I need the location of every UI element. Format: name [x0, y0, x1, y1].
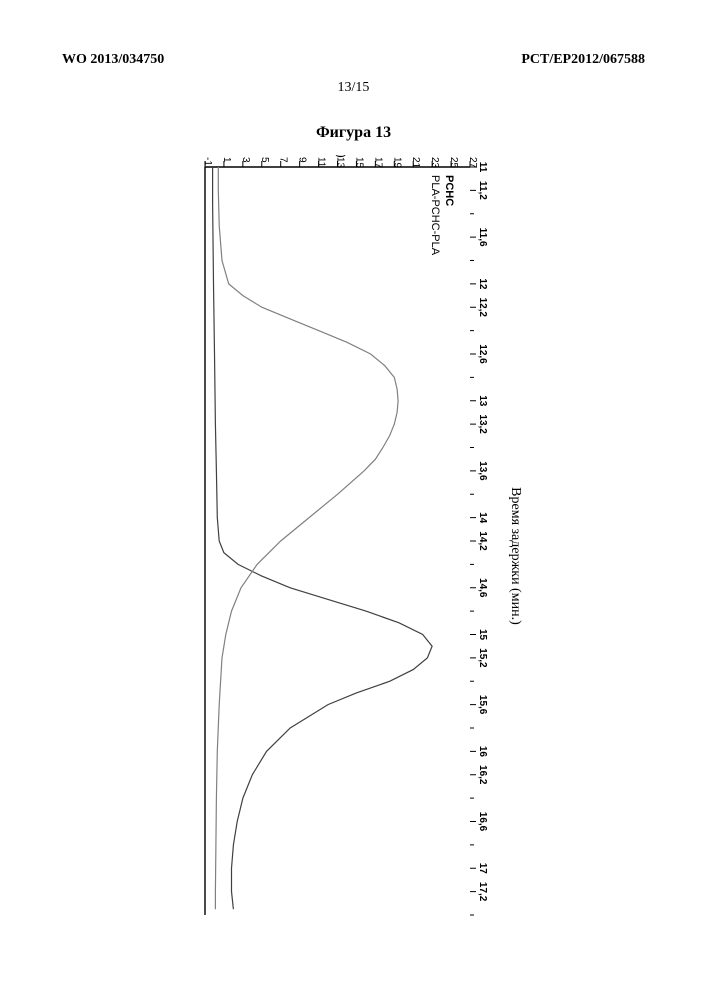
series-pchc: [213, 167, 433, 909]
x-tick-label: 13,2: [477, 414, 488, 434]
y-tick-label: 15: [353, 157, 364, 169]
x-tick-label: 15,6: [477, 695, 488, 715]
x-tick-label: 17: [477, 863, 488, 875]
x-tick-label: 11,6: [477, 228, 488, 247]
x-tick-label: 16,6: [477, 812, 488, 832]
x-tick-label: 11: [477, 162, 488, 173]
gpc-chromatogram-chart: -113579111315171921232527Ответ (мВ)1111,…: [150, 155, 530, 935]
y-tick-label: 23: [429, 157, 440, 169]
x-tick-label: 13: [477, 395, 488, 407]
y-tick-label: 7: [278, 157, 289, 163]
header-right: PCT/EP2012/067588: [521, 52, 645, 68]
y-tick-label: 17: [372, 157, 383, 169]
header-left: WO 2013/034750: [62, 52, 164, 68]
x-tick-label: 16: [477, 746, 488, 758]
x-tick-label: 17,2: [477, 882, 488, 902]
x-tick-label: 15,2: [477, 648, 488, 668]
y-tick-label: -1: [202, 157, 213, 166]
y-tick-label: 13: [335, 157, 346, 169]
y-tick-label: 5: [259, 157, 270, 163]
y-tick-label: 11: [316, 157, 327, 168]
legend-label: PCHC: [443, 175, 455, 206]
y-tick-label: 21: [410, 157, 421, 169]
x-axis-title: Время задержки (мин.): [508, 487, 523, 625]
y-tick-label: 25: [448, 157, 459, 169]
x-tick-label: 11,2: [477, 181, 488, 200]
y-tick-label: 9: [297, 157, 308, 163]
figure-caption: Фигура 13: [0, 124, 707, 142]
x-tick-label: 14,6: [477, 578, 488, 598]
x-tick-label: 16,2: [477, 765, 488, 785]
y-tick-label: 3: [240, 157, 251, 163]
x-tick-label: 14,2: [477, 531, 488, 551]
x-tick-label: 15: [477, 629, 488, 641]
y-tick-label: 1: [221, 157, 232, 163]
x-tick-label: 12,2: [477, 298, 488, 318]
y-tick-label: 19: [391, 157, 402, 169]
x-tick-label: 12: [477, 278, 488, 290]
x-tick-label: 14: [477, 512, 488, 524]
x-tick-label: 12,6: [477, 344, 488, 364]
x-tick-label: 13,6: [477, 461, 488, 481]
page-number: 13/15: [0, 80, 707, 96]
y-axis-title: Ответ (мВ): [335, 155, 350, 158]
chart-svg: -113579111315171921232527Ответ (мВ)1111,…: [150, 155, 530, 935]
legend-label: PLA-PCHC-PLA: [429, 175, 441, 256]
